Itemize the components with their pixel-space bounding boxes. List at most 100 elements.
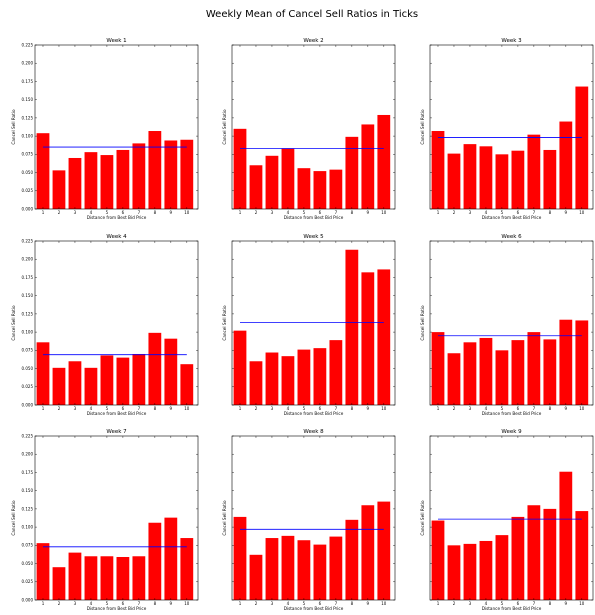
bar <box>180 139 194 209</box>
y-tick-label: 0.025 <box>22 579 34 584</box>
x-tick-label: 7 <box>533 406 536 411</box>
x-tick-label: 4 <box>287 601 290 606</box>
x-tick-label: 3 <box>469 210 472 215</box>
bar <box>249 361 263 405</box>
x-tick-label: 7 <box>138 406 141 411</box>
y-axis-label: Cancel Sell Ratio <box>222 500 227 536</box>
bar <box>559 121 573 209</box>
bar <box>361 505 375 600</box>
y-tick-label: 0.225 <box>22 238 34 243</box>
y-tick-label: 0.075 <box>22 348 34 353</box>
y-axis-label: Cancel Sell Ratio <box>11 500 16 536</box>
y-axis-label: Cancel Sell Ratio <box>222 109 227 145</box>
x-tick-label: 10 <box>579 601 585 606</box>
x-tick-label: 8 <box>549 601 552 606</box>
x-tick-label: 5 <box>106 406 109 411</box>
bar <box>297 540 311 600</box>
y-tick-label: 0.175 <box>22 470 34 475</box>
x-tick-label: 1 <box>239 601 242 606</box>
bar <box>479 146 493 209</box>
y-tick-label: 0.200 <box>22 61 34 66</box>
x-tick-label: 10 <box>381 406 387 411</box>
bar <box>495 154 509 209</box>
x-tick-label: 7 <box>138 210 141 215</box>
x-tick-label: 2 <box>453 601 456 606</box>
x-axis-label: Distance from Best Bid Price <box>284 215 344 220</box>
bar <box>180 538 194 600</box>
x-tick-label: 10 <box>381 210 387 215</box>
x-axis-label: Distance from Best Bid Price <box>87 215 147 220</box>
bar <box>84 152 98 209</box>
axes-frame <box>34 240 199 406</box>
x-tick-label: 5 <box>106 210 109 215</box>
bar <box>543 339 557 405</box>
x-tick-label: 4 <box>90 601 93 606</box>
bar <box>377 269 391 405</box>
y-tick-label: 0.125 <box>22 506 34 511</box>
bar <box>329 536 343 600</box>
x-tick-label: 1 <box>437 406 440 411</box>
x-tick-label: 10 <box>184 210 190 215</box>
bar <box>164 517 178 600</box>
x-tick-label: 4 <box>287 210 290 215</box>
bar <box>68 361 82 405</box>
y-tick-label: 0.175 <box>22 79 34 84</box>
bar <box>511 516 525 600</box>
x-tick-label: 8 <box>351 601 354 606</box>
x-tick-label: 4 <box>485 210 488 215</box>
y-tick-label: 0.150 <box>22 293 34 298</box>
x-tick-label: 9 <box>367 210 370 215</box>
bar <box>511 340 525 405</box>
bar <box>527 332 541 405</box>
bar <box>68 552 82 600</box>
bar <box>527 505 541 600</box>
bar <box>233 128 247 209</box>
x-tick-label: 6 <box>517 210 520 215</box>
y-tick-label: 0.000 <box>22 402 34 407</box>
x-tick-label: 3 <box>271 210 274 215</box>
x-tick-label: 3 <box>74 210 77 215</box>
bar <box>463 543 477 600</box>
bar <box>431 131 445 209</box>
bar <box>68 157 82 209</box>
x-tick-label: 9 <box>565 210 568 215</box>
panel-title: Week 7 <box>106 429 127 435</box>
x-tick-label: 7 <box>335 601 338 606</box>
panel-2: Week 2 1 2 3 4 5 6 7 8 9 10 Distance from Best Bid … <box>222 38 396 220</box>
bar <box>84 556 98 600</box>
bar <box>116 149 130 209</box>
x-tick-label: 8 <box>351 210 354 215</box>
bar <box>559 471 573 600</box>
bar <box>543 149 557 209</box>
x-tick-label: 9 <box>170 210 173 215</box>
bar <box>431 332 445 405</box>
x-tick-label: 7 <box>335 210 338 215</box>
x-tick-label: 7 <box>138 601 141 606</box>
bar <box>164 338 178 405</box>
y-tick-label: 0.225 <box>22 433 34 438</box>
panel-title: Week 8 <box>303 429 324 435</box>
y-tick-label: 0.100 <box>22 134 34 139</box>
x-tick-label: 10 <box>184 406 190 411</box>
bar <box>559 319 573 405</box>
y-tick-label: 0.000 <box>22 206 34 211</box>
x-tick-label: 5 <box>501 601 504 606</box>
x-tick-label: 8 <box>549 210 552 215</box>
x-tick-label: 8 <box>351 406 354 411</box>
figure-title: Weekly Mean of Cancel Sell Ratios in Tic… <box>206 9 418 20</box>
bar <box>132 556 146 600</box>
x-tick-label: 1 <box>239 406 242 411</box>
panel-title: Week 5 <box>303 234 324 240</box>
bar <box>329 169 343 209</box>
y-tick-label: 0.225 <box>22 42 34 47</box>
bar <box>164 140 178 209</box>
bar <box>377 114 391 209</box>
x-tick-label: 8 <box>154 406 157 411</box>
x-tick-label: 4 <box>90 210 93 215</box>
bar <box>447 153 461 209</box>
axes-frame <box>231 240 396 406</box>
panel-title: Week 4 <box>106 234 127 240</box>
bar <box>313 348 327 405</box>
bar <box>84 367 98 405</box>
